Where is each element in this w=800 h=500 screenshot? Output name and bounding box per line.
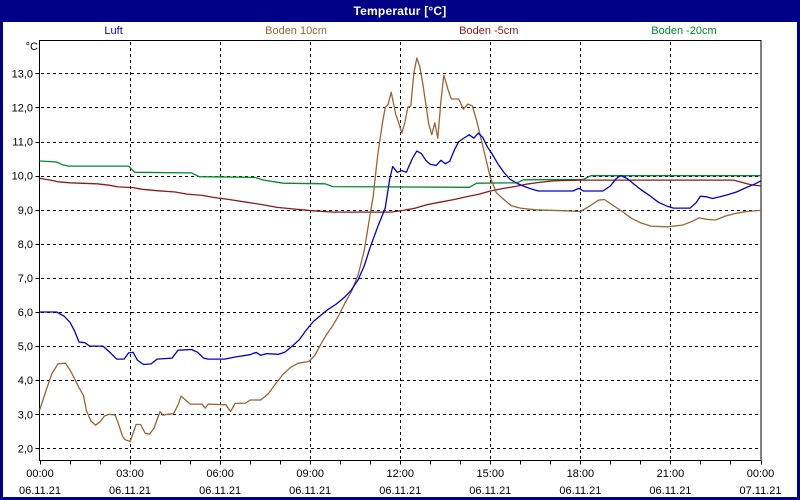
x-axis-time-label: 18:00 — [567, 468, 595, 480]
x-axis-date-label: 06.11.21 — [19, 485, 61, 497]
x-axis-time-label: 15:00 — [477, 468, 505, 480]
chart-legend: Luft Boden 10cm Boden -5cm Boden -20cm — [0, 23, 800, 39]
series-line-boden-5cm — [39, 177, 762, 213]
y-axis-label: 7,0 — [18, 273, 33, 285]
x-axis-date-label: 06.11.21 — [469, 485, 511, 497]
series-line-boden-10cm — [39, 57, 762, 443]
series-line-boden-20cm — [39, 160, 762, 188]
x-axis-time-label: 06:00 — [206, 468, 234, 480]
legend-item-luft: Luft — [104, 25, 123, 37]
x-axis-date-label: 06.11.21 — [379, 485, 421, 497]
y-axis-label: 2,0 — [18, 443, 33, 455]
x-axis-time-label: 12:00 — [386, 468, 414, 480]
y-axis-label: 4,0 — [18, 375, 33, 387]
y-axis-label: 6,0 — [18, 307, 33, 319]
x-axis-time-label: 09:00 — [296, 468, 324, 480]
y-axis-label: 12,0 — [12, 102, 33, 114]
series-line-luft — [39, 132, 762, 366]
x-axis-time-label: 21:00 — [657, 468, 685, 480]
x-axis-date-label: 06.11.21 — [559, 485, 601, 497]
legend-item-boden-5: Boden -5cm — [459, 25, 519, 37]
y-axis-label: 11,0 — [12, 137, 33, 149]
y-axis-label: 13,0 — [12, 68, 33, 80]
x-axis-date-label: 06.11.21 — [109, 485, 151, 497]
x-axis-time-label: 00:00 — [26, 468, 54, 480]
y-axis-unit-label: °C — [26, 41, 38, 53]
y-axis-label: 3,0 — [18, 409, 33, 421]
title-bar: Temperatur [°C] — [0, 0, 800, 22]
x-axis-time-label: 00:00 — [747, 468, 775, 480]
y-axis-label: 5,0 — [18, 341, 33, 353]
y-axis-label: 8,0 — [18, 239, 33, 251]
legend-item-boden-20: Boden -20cm — [651, 25, 717, 37]
window-title: Temperatur [°C] — [353, 4, 447, 18]
gridlines — [41, 42, 760, 459]
x-axis-date-label: 06.11.21 — [199, 485, 241, 497]
x-axis-date-label: 06.11.21 — [289, 485, 331, 497]
x-axis-date-label: 07.11.21 — [739, 485, 781, 497]
x-axis-date-label: 06.11.21 — [649, 485, 691, 497]
y-axis-label: 9,0 — [18, 205, 33, 217]
axis-ticks — [35, 73, 762, 465]
x-axis-time-label: 03:00 — [116, 468, 144, 480]
legend-item-boden10: Boden 10cm — [265, 25, 327, 37]
y-axis-label: 10,0 — [12, 171, 33, 183]
axis-labels: 2,0 3,0 4,0 5,0 6,0 7,0 8,0 9,0 10,0 11,0 12,0 13,0… — [12, 41, 782, 497]
series-lines — [39, 57, 762, 443]
